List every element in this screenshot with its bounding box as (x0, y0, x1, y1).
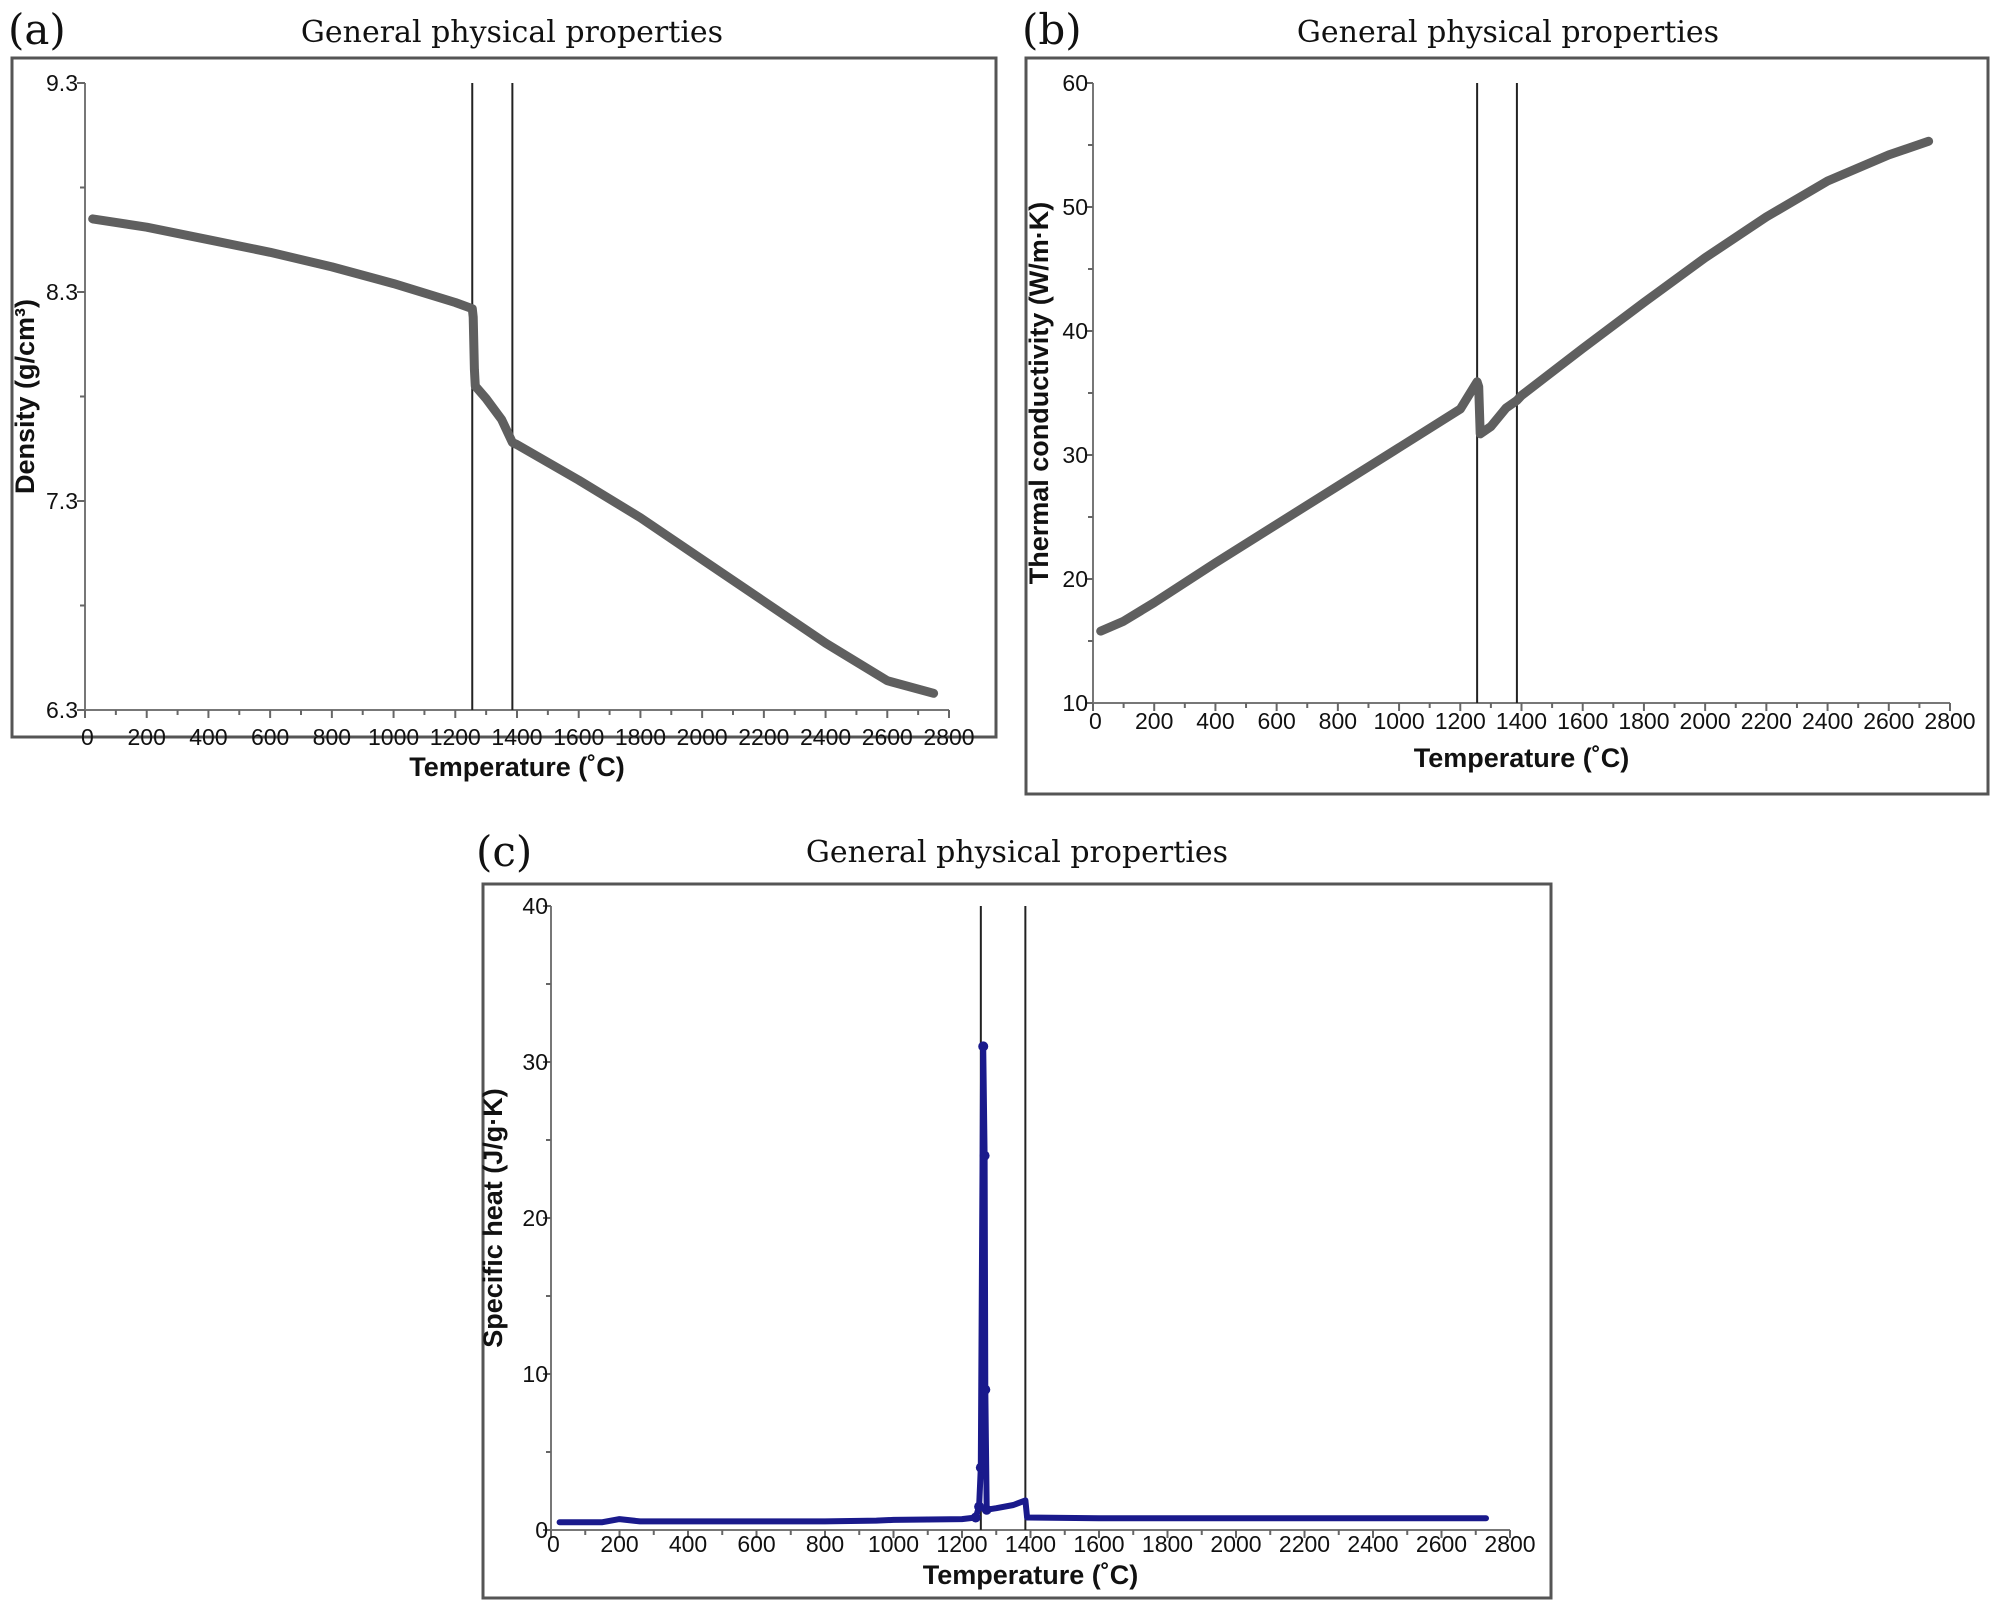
y-tick-label: 40 (522, 893, 548, 919)
x-tick-label: 200 (128, 724, 166, 750)
x-tick-label: 2800 (923, 724, 974, 750)
y-axis-title: Thermal conductivity (W/m·K) (1024, 202, 1054, 585)
data-point (979, 1150, 990, 1161)
data-point (981, 1504, 992, 1515)
y-tick-label: 60 (1062, 70, 1088, 96)
x-tick-label: 2200 (1279, 1531, 1330, 1557)
x-tick-label: 1400 (491, 724, 542, 750)
x-axis-title: Temperature (˚C) (1414, 743, 1630, 773)
chart-panel-a: (a) General physical properties 0 200 400 600… (8, 5, 998, 782)
x-tick-label: 2200 (1741, 708, 1792, 734)
chart-title: General physical properties (301, 15, 723, 50)
y-tick-label: 7.3 (46, 488, 78, 514)
y-tick-label: 0 (535, 1517, 548, 1543)
x-tick-label: 200 (600, 1531, 638, 1557)
x-tick-label: 2400 (800, 724, 851, 750)
y-tick-label: 10 (522, 1361, 548, 1387)
x-tick-label: 400 (1196, 708, 1234, 734)
data-point (975, 1462, 986, 1473)
panel-letter: (a) (8, 5, 66, 54)
data-point (974, 1501, 985, 1512)
x-tick-label: 400 (189, 724, 227, 750)
y-tick-label: 30 (522, 1049, 548, 1075)
x-tick-label: 2800 (1924, 708, 1975, 734)
x-tick-label: 200 (1135, 708, 1173, 734)
data-point (978, 1041, 989, 1052)
x-tick-label: 1000 (1373, 708, 1424, 734)
x-axis-title: Temperature (˚C) (923, 1560, 1139, 1590)
y-tick-label: 8.3 (46, 279, 78, 305)
x-tick-label: 0 (81, 724, 94, 750)
x-tick-label: 2600 (862, 724, 913, 750)
data-point (970, 1512, 981, 1523)
y-tick-label: 50 (1062, 194, 1088, 220)
x-tick-label: 2400 (1802, 708, 1853, 734)
x-tick-label: 1800 (1618, 708, 1669, 734)
chart-title: General physical properties (1297, 15, 1719, 50)
x-tick-label: 600 (737, 1531, 775, 1557)
x-tick-label: 2200 (738, 724, 789, 750)
y-axis-title: Density (g/cm³) (10, 299, 40, 494)
x-tick-label: 1000 (368, 724, 419, 750)
y-tick-label: 9.3 (46, 70, 78, 96)
y-tick-label: 6.3 (46, 697, 78, 723)
y-tick-label: 20 (1062, 566, 1088, 592)
x-tick-label: 1400 (1496, 708, 1547, 734)
panel-frame (10, 56, 998, 739)
x-tick-label: 800 (313, 724, 351, 750)
x-tick-label: 800 (806, 1531, 844, 1557)
x-tick-label: 1400 (1005, 1531, 1056, 1557)
x-tick-label: 1000 (868, 1531, 919, 1557)
x-tick-label: 800 (1319, 708, 1357, 734)
panel-frame (1024, 56, 1990, 796)
panel-letter: (c) (476, 827, 532, 876)
y-tick-label: 30 (1062, 442, 1088, 468)
x-tick-label: 1800 (615, 724, 666, 750)
y-axis-title: Specific heat (J/g·K) (478, 1088, 508, 1348)
x-tick-label: 0 (547, 1531, 560, 1557)
chart-title: General physical properties (806, 835, 1228, 870)
data-point (980, 1384, 991, 1395)
x-tick-label: 0 (1089, 708, 1102, 734)
panel-letter: (b) (1022, 5, 1082, 54)
x-tick-label: 1600 (1557, 708, 1608, 734)
series-line (88, 214, 939, 698)
x-tick-label: 2400 (1347, 1531, 1398, 1557)
x-tick-label: 2000 (1680, 708, 1731, 734)
x-tick-label: 1200 (936, 1531, 987, 1557)
x-tick-label: 1600 (1073, 1531, 1124, 1557)
x-tick-label: 600 (1257, 708, 1295, 734)
x-tick-label: 1600 (553, 724, 604, 750)
x-tick-label: 2600 (1863, 708, 1914, 734)
y-tick-label: 40 (1062, 318, 1088, 344)
x-tick-label: 1200 (1435, 708, 1486, 734)
panel-frame (481, 882, 1553, 1600)
x-tick-label: 600 (251, 724, 289, 750)
x-tick-label: 2000 (677, 724, 728, 750)
x-tick-label: 2000 (1210, 1531, 1261, 1557)
x-axis-title: Temperature (˚C) (409, 752, 625, 782)
series-line (1096, 136, 1934, 636)
y-tick-label: 20 (522, 1205, 548, 1231)
series-line (556, 1043, 1489, 1526)
x-tick-label: 400 (669, 1531, 707, 1557)
chart-panel-b: (b) General physical properties 0 200 400 600… (1022, 5, 1990, 796)
y-tick-label: 10 (1062, 690, 1088, 716)
x-tick-label: 1200 (430, 724, 481, 750)
x-tick-label: 2800 (1484, 1531, 1535, 1557)
x-tick-label: 2600 (1416, 1531, 1467, 1557)
x-tick-label: 1800 (1142, 1531, 1193, 1557)
